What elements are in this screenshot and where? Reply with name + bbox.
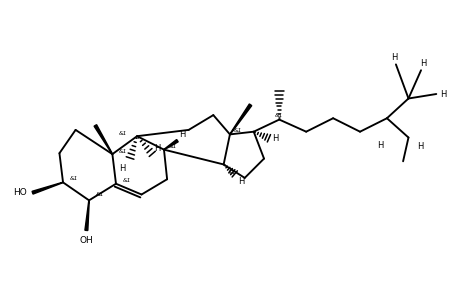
Text: &1: &1	[234, 128, 242, 133]
Text: H: H	[440, 89, 446, 98]
Text: &1: &1	[119, 131, 128, 136]
Text: H: H	[119, 163, 126, 173]
Text: &1: &1	[227, 170, 236, 175]
Text: HO: HO	[13, 188, 27, 197]
Text: OH: OH	[79, 236, 93, 245]
Text: &1: &1	[95, 192, 104, 197]
Text: H: H	[273, 134, 279, 143]
Polygon shape	[94, 125, 113, 154]
Polygon shape	[230, 104, 252, 134]
Text: H: H	[391, 53, 397, 62]
Text: H: H	[377, 141, 384, 150]
Text: H: H	[417, 142, 424, 151]
Text: &1: &1	[122, 178, 130, 183]
Text: H: H	[179, 130, 186, 139]
Polygon shape	[85, 200, 89, 231]
Polygon shape	[32, 182, 63, 194]
Text: H: H	[155, 144, 161, 153]
Text: &1: &1	[275, 113, 283, 117]
Text: &1: &1	[169, 144, 177, 149]
Text: H: H	[420, 59, 426, 68]
Text: &1: &1	[69, 176, 78, 181]
Text: H: H	[238, 177, 244, 186]
Text: &1: &1	[119, 149, 127, 154]
Polygon shape	[164, 139, 178, 150]
